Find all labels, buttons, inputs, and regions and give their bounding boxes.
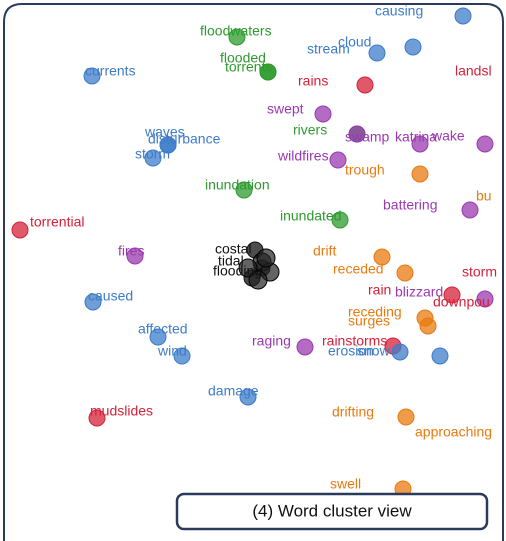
caption-box xyxy=(175,492,489,531)
word-label: swell xyxy=(330,476,361,492)
word-dot xyxy=(228,28,246,46)
word-label: floodwaters xyxy=(200,23,272,39)
word-label: inundated xyxy=(280,208,342,224)
word-label: caused xyxy=(88,288,133,304)
word-label: rain xyxy=(368,282,391,298)
word-dot xyxy=(11,221,29,239)
word-dot xyxy=(259,63,277,81)
word-dot xyxy=(443,286,461,304)
word-label: swamp xyxy=(345,129,390,145)
word-dot xyxy=(396,264,414,282)
word-dot xyxy=(404,38,422,56)
word-label: receding xyxy=(348,304,402,320)
word-label: waves xyxy=(144,124,185,140)
word-dot xyxy=(461,201,479,219)
word-label: approaching xyxy=(415,424,492,440)
word-label: rainstorms xyxy=(322,333,387,349)
word-dot xyxy=(144,149,162,167)
word-dot xyxy=(411,165,429,183)
word-dot xyxy=(88,409,106,427)
word-dot xyxy=(84,293,102,311)
word-dot xyxy=(476,135,494,153)
word-dot xyxy=(411,135,429,153)
word-dot xyxy=(239,388,257,406)
word-label: raging xyxy=(252,333,291,349)
word-label: causing xyxy=(375,3,423,19)
word-label: cloud xyxy=(338,34,371,50)
word-dot xyxy=(83,67,101,85)
word-label: torrents xyxy=(225,59,272,75)
word-dot xyxy=(356,76,374,94)
word-dot xyxy=(348,125,366,143)
word-dot xyxy=(235,181,253,199)
word-label: storm xyxy=(135,146,170,162)
word-dot xyxy=(331,211,349,229)
word-label: drift xyxy=(313,243,336,259)
caption: (4) Word cluster view xyxy=(252,501,412,520)
word-label: trough xyxy=(345,162,385,178)
labels: causingfloodwaterscloudstreamfloodedtorr… xyxy=(30,3,497,492)
word-label: wake xyxy=(431,128,465,144)
word-label: stream xyxy=(307,41,350,57)
word-label: damage xyxy=(208,383,259,399)
word-label: flooding xyxy=(213,263,262,279)
word-dot xyxy=(126,247,144,265)
word-dot xyxy=(329,151,347,169)
word-label: receded xyxy=(333,261,384,277)
word-label: downpou xyxy=(433,294,490,310)
word-label: swept xyxy=(267,101,304,117)
word-label: wind xyxy=(157,343,187,359)
word-dot xyxy=(173,347,191,365)
word-dot xyxy=(373,248,391,266)
cluster-dot xyxy=(248,270,268,290)
word-label: storm xyxy=(462,264,497,280)
word-dot xyxy=(454,7,472,25)
word-label: inundation xyxy=(205,177,270,193)
word-label: disturbance xyxy=(148,131,221,147)
word-label: costal xyxy=(215,241,252,257)
word-dot xyxy=(397,408,415,426)
word-dot xyxy=(391,343,409,361)
word-label: bu xyxy=(476,188,492,204)
word-label: blizzard xyxy=(395,284,443,300)
word-label: rivers xyxy=(293,122,327,138)
word-label: flooded xyxy=(220,50,266,66)
cluster-dot xyxy=(256,248,276,268)
word-dot xyxy=(296,338,314,356)
word-label: snow xyxy=(357,343,391,359)
word-label: tidal xyxy=(218,253,244,269)
word-dot xyxy=(431,347,449,365)
word-label: surges xyxy=(348,313,390,329)
word-label: mudslides xyxy=(90,403,153,419)
word-dot xyxy=(149,328,167,346)
words: causingfloodwaterscloudstreamfloodedtorr… xyxy=(11,3,497,498)
word-dot xyxy=(368,44,386,62)
word-label: rains xyxy=(298,73,328,89)
word-label: affected xyxy=(138,321,188,337)
word-dot xyxy=(159,136,177,154)
word-label: landsl xyxy=(455,63,492,79)
word-label: torrential xyxy=(30,214,84,230)
word-label: battering xyxy=(383,197,437,213)
dots xyxy=(11,7,494,498)
word-label: drifting xyxy=(332,404,374,420)
word-label: erosion xyxy=(328,343,374,359)
word-dot xyxy=(419,317,437,335)
word-label: katrina xyxy=(395,129,437,145)
word-label: currents xyxy=(85,63,136,79)
word-dot xyxy=(314,105,332,123)
word-label: fires xyxy=(118,243,144,259)
panel-frame xyxy=(3,3,504,541)
word-label: wildfires xyxy=(277,148,329,164)
word-dot xyxy=(476,290,494,308)
